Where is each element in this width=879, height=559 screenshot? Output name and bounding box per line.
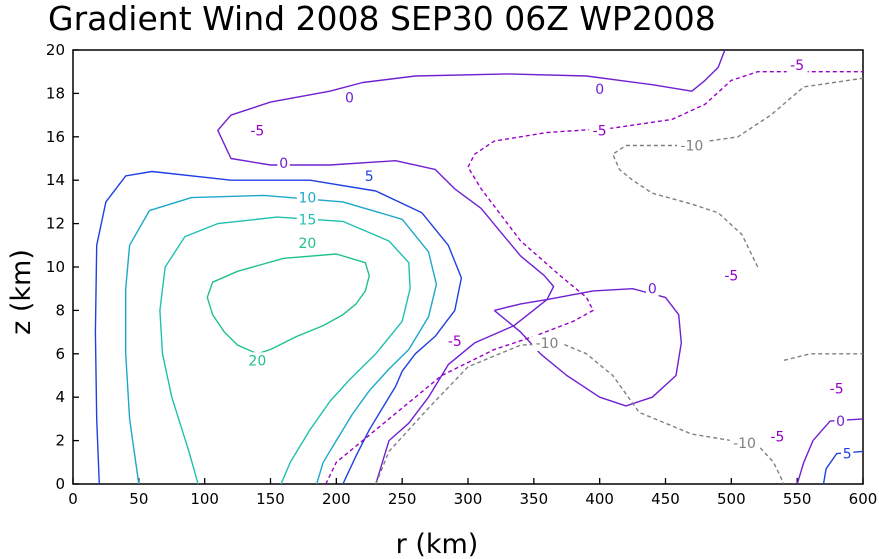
axis-ticks: 0 50 100 150 200 250 300 350 400 450 500 550 6000246… xyxy=(46,41,877,508)
contour-label: 0 xyxy=(648,282,657,298)
contour-label-bg xyxy=(246,352,268,369)
contour-label-bg xyxy=(532,334,562,351)
contour-label-bg xyxy=(720,267,742,284)
contour-label-bg xyxy=(277,154,290,171)
x-tick-label: 50 xyxy=(129,490,148,508)
contour-label-bg xyxy=(343,89,356,106)
x-tick-label: 350 xyxy=(520,490,549,508)
contour-label-bg xyxy=(589,122,611,139)
y-tick-label: 6 xyxy=(55,345,65,363)
contour-label: 5 xyxy=(843,447,852,463)
contour-line-20 xyxy=(206,253,370,355)
contour-label-bg xyxy=(444,332,466,349)
contour-label-bg xyxy=(646,280,659,297)
x-tick-label: 400 xyxy=(585,490,614,508)
contour-label-bg xyxy=(677,137,707,154)
y-tick-label: 10 xyxy=(46,258,65,276)
contour-line-neg10 xyxy=(375,342,785,484)
contour-label: 0 xyxy=(836,414,845,430)
y-tick-label: 0 xyxy=(55,475,65,493)
x-axis-label: r (km) xyxy=(396,529,479,559)
y-tick-label: 4 xyxy=(55,388,65,406)
contour-line-5 xyxy=(94,170,463,484)
x-tick-label: 450 xyxy=(651,490,680,508)
x-tick-label: 0 xyxy=(68,490,78,508)
x-tick-label: 500 xyxy=(717,490,746,508)
contour-label-bg xyxy=(296,211,318,228)
contour-label: 20 xyxy=(248,353,266,369)
plot-frame xyxy=(72,49,864,485)
contour-label: -5 xyxy=(770,429,784,445)
contour-label: -10 xyxy=(733,436,756,452)
contour-label: 0 xyxy=(345,91,354,107)
contour-label: -5 xyxy=(790,58,804,74)
contour-label: -5 xyxy=(724,269,738,285)
contour-line-neg10 xyxy=(612,77,863,268)
contour-label: 15 xyxy=(298,212,316,228)
contour-label-bg xyxy=(826,380,848,397)
contour-line-0 xyxy=(493,288,682,407)
contour-line-0 xyxy=(217,50,726,484)
y-axis-label: z (km) xyxy=(6,249,37,335)
x-tick-label: 250 xyxy=(388,490,417,508)
contour-label-bg xyxy=(729,434,760,451)
contour-label-bg xyxy=(766,428,788,445)
x-tick-label: 300 xyxy=(454,490,483,508)
contour-label: -10 xyxy=(680,138,703,154)
contour-label: -5 xyxy=(830,382,844,398)
contour-line-neg10 xyxy=(783,353,863,361)
y-tick-label: 20 xyxy=(46,41,65,59)
x-tick-label: 600 xyxy=(849,490,878,508)
y-tick-label: 14 xyxy=(46,171,65,189)
y-tick-label: 8 xyxy=(55,301,65,319)
contour-label: 20 xyxy=(298,236,316,252)
contour-label: 5 xyxy=(365,169,374,185)
contour-label-bg xyxy=(786,57,808,74)
contour-label: -10 xyxy=(536,336,559,352)
contour-label-bg xyxy=(834,413,847,430)
contour-label: -5 xyxy=(448,334,462,350)
contour-label-bg xyxy=(840,445,854,462)
x-tick-label: 150 xyxy=(256,490,285,508)
contour-line-15 xyxy=(159,216,411,484)
contour-label: -5 xyxy=(250,123,264,139)
contour-label: -5 xyxy=(593,123,607,139)
y-tick-label: 2 xyxy=(55,432,65,450)
chart-title: Gradient Wind 2008 SEP30 06Z WP2008 xyxy=(48,0,716,38)
contour-label-bg xyxy=(246,122,268,139)
contour-line-10 xyxy=(124,194,438,484)
y-tick-label: 12 xyxy=(46,215,65,233)
contour-label-bg xyxy=(296,235,318,252)
contour-label: 0 xyxy=(595,82,604,98)
contour-label-bg xyxy=(363,167,376,184)
y-tick-label: 16 xyxy=(46,128,65,146)
x-tick-label: 100 xyxy=(190,490,219,508)
x-tick-label: 550 xyxy=(783,490,812,508)
x-tick-label: 200 xyxy=(322,490,351,508)
contour-line-neg5 xyxy=(325,70,863,484)
contour-label-bg xyxy=(593,81,606,98)
y-tick-label: 18 xyxy=(46,84,65,102)
contour-label-bg xyxy=(296,189,318,206)
contour-label: 10 xyxy=(298,191,316,207)
contour-lines: 20 20 15 10 5 0 0 0 0 0 5 -5 -5 -5 -5 -5 -5 -5 -10 -10 -10 xyxy=(94,50,863,484)
contour-label: 0 xyxy=(279,156,288,172)
